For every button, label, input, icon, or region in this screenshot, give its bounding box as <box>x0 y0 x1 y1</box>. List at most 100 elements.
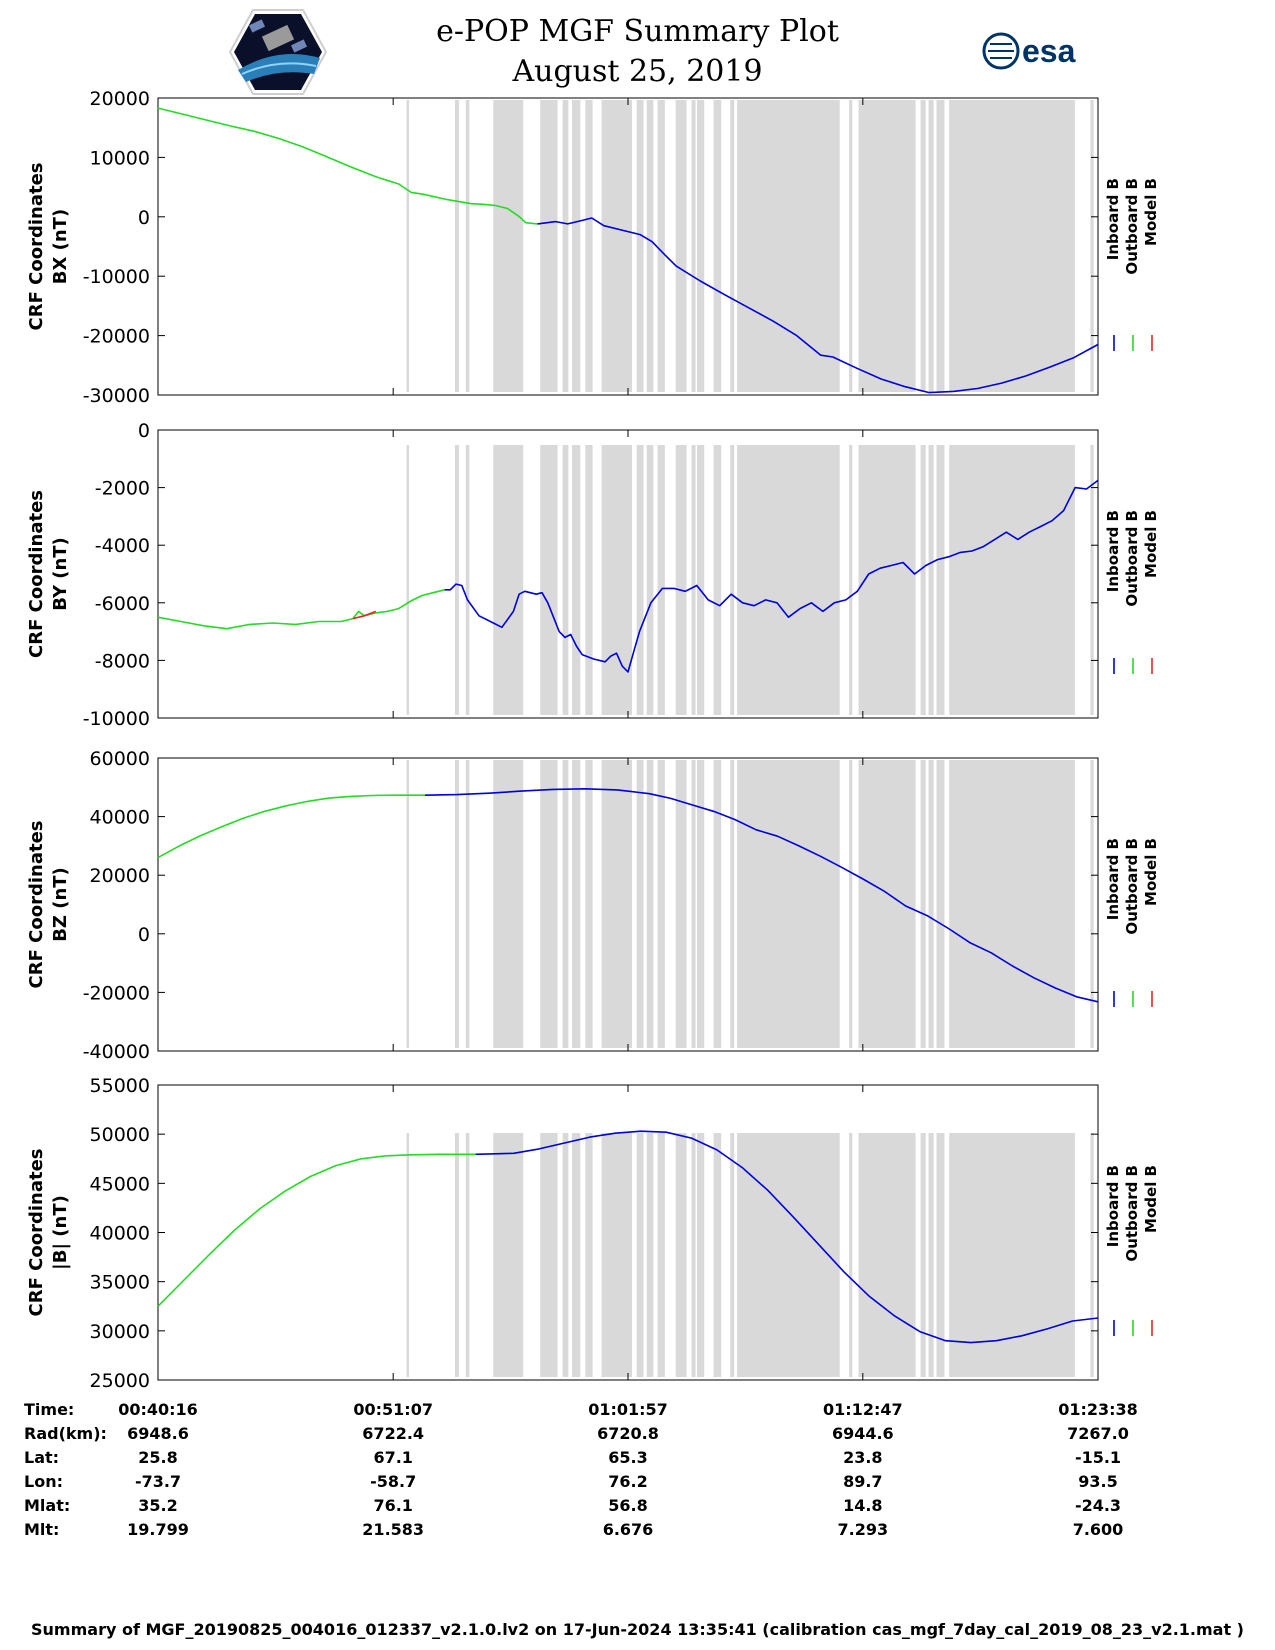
data-gap-shading <box>657 100 665 392</box>
data-gap-shading <box>697 100 705 392</box>
table-cell: 76.2 <box>608 1472 647 1491</box>
data-gap-shading <box>646 445 654 715</box>
data-gap-shading <box>713 760 722 1048</box>
data-gap-shading <box>920 1133 926 1377</box>
series-line-inboard-b <box>424 788 1099 1003</box>
x-tick-label: 01:23:38 <box>1058 1400 1138 1419</box>
y-tick-label: 0 <box>138 207 150 229</box>
series-line-inboard-b <box>475 1130 1099 1344</box>
legend: Inboard B Outboard B Model B <box>1104 1165 1160 1336</box>
data-gap-shading <box>730 760 735 1048</box>
data-gap-shading <box>849 1133 853 1377</box>
data-gap-shading <box>585 445 593 715</box>
data-gap-shading <box>858 760 916 1048</box>
y-tick-label: 25000 <box>90 1370 150 1392</box>
legend: Inboard B Outboard B Model B <box>1104 178 1160 351</box>
table-cell: 89.7 <box>843 1472 882 1491</box>
table-row-label: Lon: <box>24 1472 63 1491</box>
y-tick-label: 40000 <box>90 807 150 829</box>
chart-title: e-POP MGF Summary Plot <box>436 14 839 49</box>
data-gap-shading <box>636 760 644 1048</box>
data-gap-shading <box>406 445 410 715</box>
y-tick-label: -8000 <box>95 650 150 672</box>
data-gap-shading <box>454 100 459 392</box>
data-gap-shading <box>646 100 654 392</box>
table-cell: 6722.4 <box>362 1424 424 1443</box>
legend: Inboard B Outboard B Model B <box>1104 510 1160 674</box>
data-gap-shading <box>585 760 593 1048</box>
table-cell: 76.1 <box>373 1496 412 1515</box>
data-gap-shading <box>585 100 593 392</box>
x-tick-label: 01:01:57 <box>588 1400 668 1419</box>
x-tick-label: 00:51:07 <box>353 1400 433 1419</box>
table-row-label: Mlt: <box>24 1520 59 1539</box>
y-tick-label: 55000 <box>90 1075 150 1097</box>
panel-by: 0 -2000 -4000 -6000 -8000 -10000 CRF Coordinat… <box>26 420 1160 730</box>
data-gap-shading <box>646 1133 654 1377</box>
mission-logo <box>228 9 328 95</box>
data-gap-shading <box>858 100 916 392</box>
table-cell: 65.3 <box>608 1448 647 1467</box>
data-gap-shading <box>849 760 853 1048</box>
series-line-inboard-b <box>537 217 1099 394</box>
y-axis-label: |B| (nT) <box>50 1195 71 1270</box>
y-tick-label: 45000 <box>90 1173 150 1195</box>
y-axis-label: CRF Coordinates <box>26 490 47 658</box>
series-line-outboard-b <box>157 794 425 859</box>
table-cell: 6.676 <box>603 1520 654 1539</box>
data-gap-shading <box>928 445 934 715</box>
data-gap-shading <box>675 100 687 392</box>
table-cell: -73.7 <box>135 1472 181 1491</box>
data-gap-shading <box>691 100 696 392</box>
y-tick-label: 30000 <box>90 1321 150 1343</box>
panel-bmag: 55000 50000 45000 40000 35000 30000 25000 CRF C… <box>26 1075 1160 1392</box>
table-cell: 21.583 <box>362 1520 424 1539</box>
y-tick-label: -30000 <box>83 385 150 407</box>
data-gap-shading <box>675 445 687 715</box>
y-axis-label: BZ (nT) <box>50 867 71 942</box>
data-gap-shading <box>572 445 581 715</box>
data-gap-shading <box>849 100 853 392</box>
legend-label: Model B <box>1142 178 1160 246</box>
data-gap-shading <box>920 760 926 1048</box>
data-gap-shading <box>697 445 705 715</box>
table-cell: 14.8 <box>843 1496 882 1515</box>
data-gap-shading <box>465 1133 470 1377</box>
data-gap-shading <box>737 445 840 715</box>
data-gap-shading <box>928 1133 934 1377</box>
data-gap-shading <box>858 445 916 715</box>
data-gap-shading <box>465 445 470 715</box>
legend-label: Model B <box>1142 838 1160 906</box>
data-gap-shading <box>691 760 696 1048</box>
data-gap-shading <box>454 1133 459 1377</box>
data-gap-shading <box>493 100 524 392</box>
data-gap-shading <box>540 445 558 715</box>
y-tick-label: -4000 <box>95 535 150 557</box>
table-cell: -24.3 <box>1075 1496 1121 1515</box>
legend-label: Model B <box>1142 1165 1160 1233</box>
legend-label: Outboard B <box>1123 1165 1141 1262</box>
legend-label: Inboard B <box>1104 510 1122 592</box>
data-gap-shading <box>858 1133 916 1377</box>
data-gap-shading <box>454 760 459 1048</box>
data-gap-shading <box>465 100 470 392</box>
data-gap-shading <box>493 445 524 715</box>
data-gap-shading <box>1090 1133 1094 1377</box>
table-cell: 19.799 <box>127 1520 189 1539</box>
table-cell: -15.1 <box>1075 1448 1121 1467</box>
y-tick-label: -20000 <box>83 326 150 348</box>
table-cell: 7267.0 <box>1067 1424 1129 1443</box>
legend-label: Model B <box>1142 510 1160 578</box>
footer-summary: Summary of MGF_20190825_004016_012337_v2… <box>31 1620 1244 1639</box>
data-gap-shading <box>572 1133 581 1377</box>
y-axis-label: CRF Coordinates <box>26 821 47 989</box>
table-row-label: Time: <box>24 1400 74 1419</box>
data-gap-shading <box>737 1133 840 1377</box>
data-gap-shading <box>562 100 569 392</box>
data-gap-shading <box>406 1133 410 1377</box>
data-gap-shading <box>691 445 696 715</box>
data-gap-shading <box>713 445 722 715</box>
data-gap-shading <box>585 1133 593 1377</box>
series-line-outboard-b <box>157 589 445 630</box>
x-tick-label: 01:12:47 <box>823 1400 903 1419</box>
